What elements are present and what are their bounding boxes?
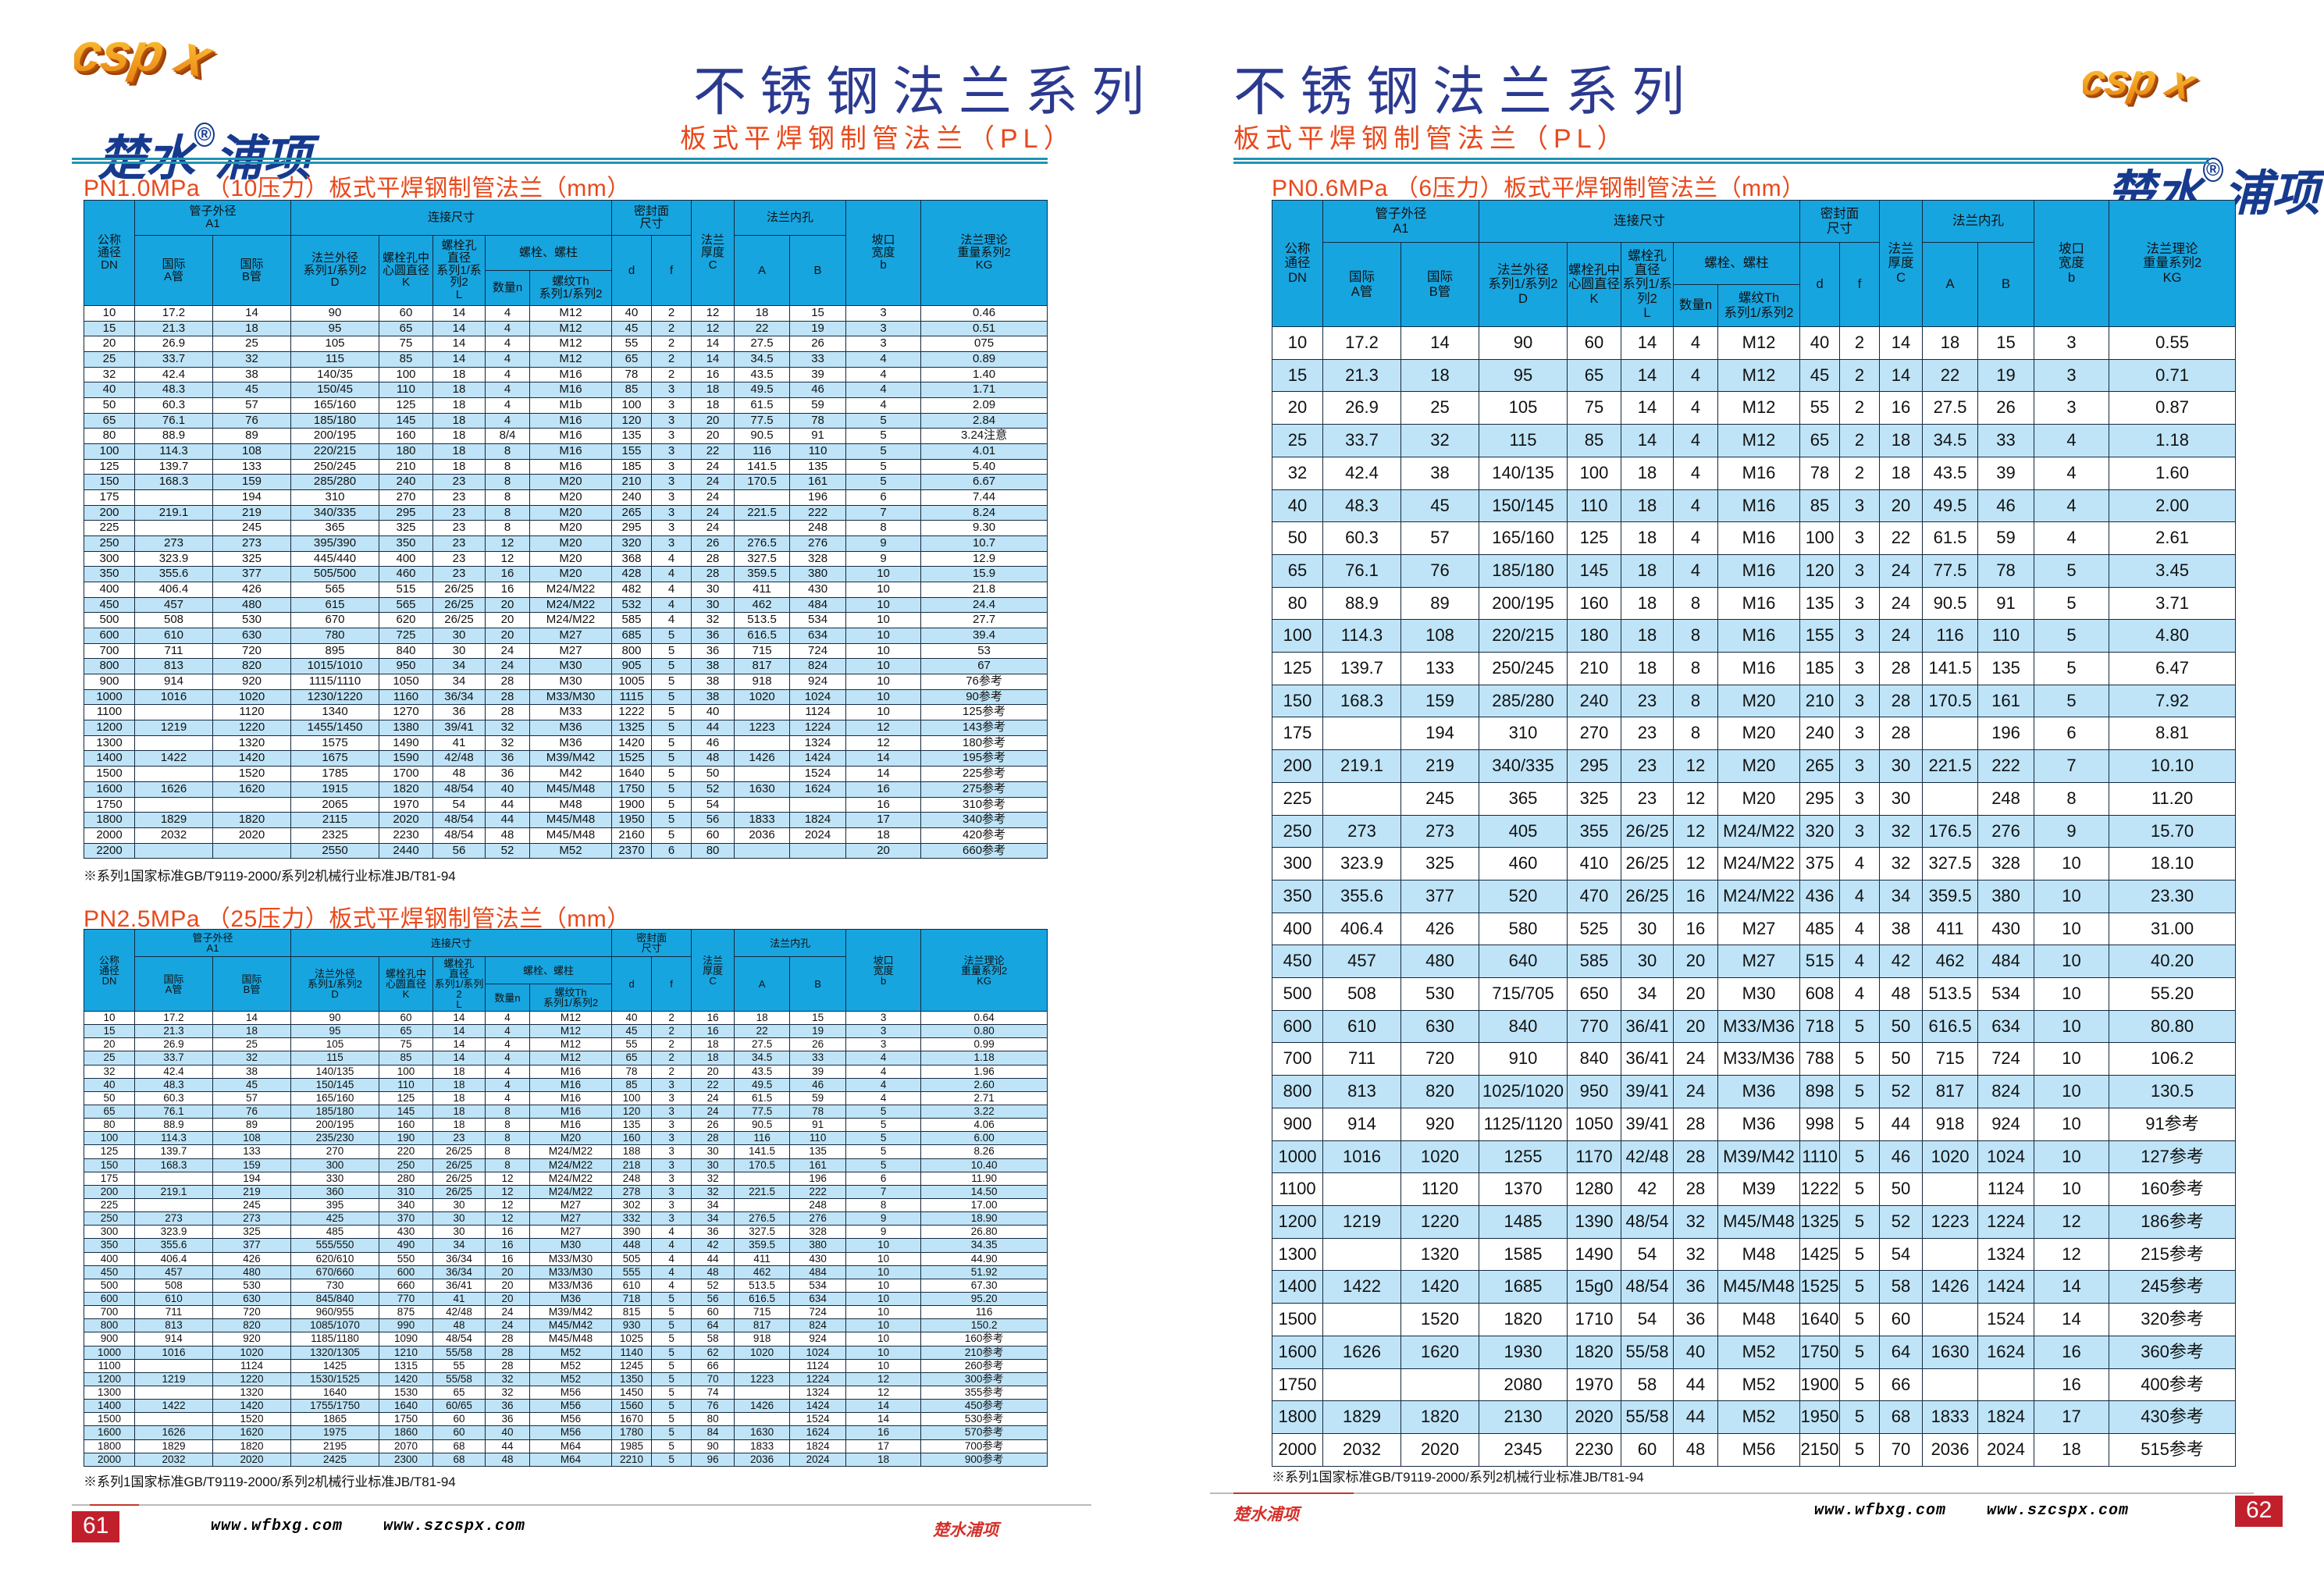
svg-text:csp: csp [2083,55,2161,104]
svg-text:csp: csp [74,23,169,82]
